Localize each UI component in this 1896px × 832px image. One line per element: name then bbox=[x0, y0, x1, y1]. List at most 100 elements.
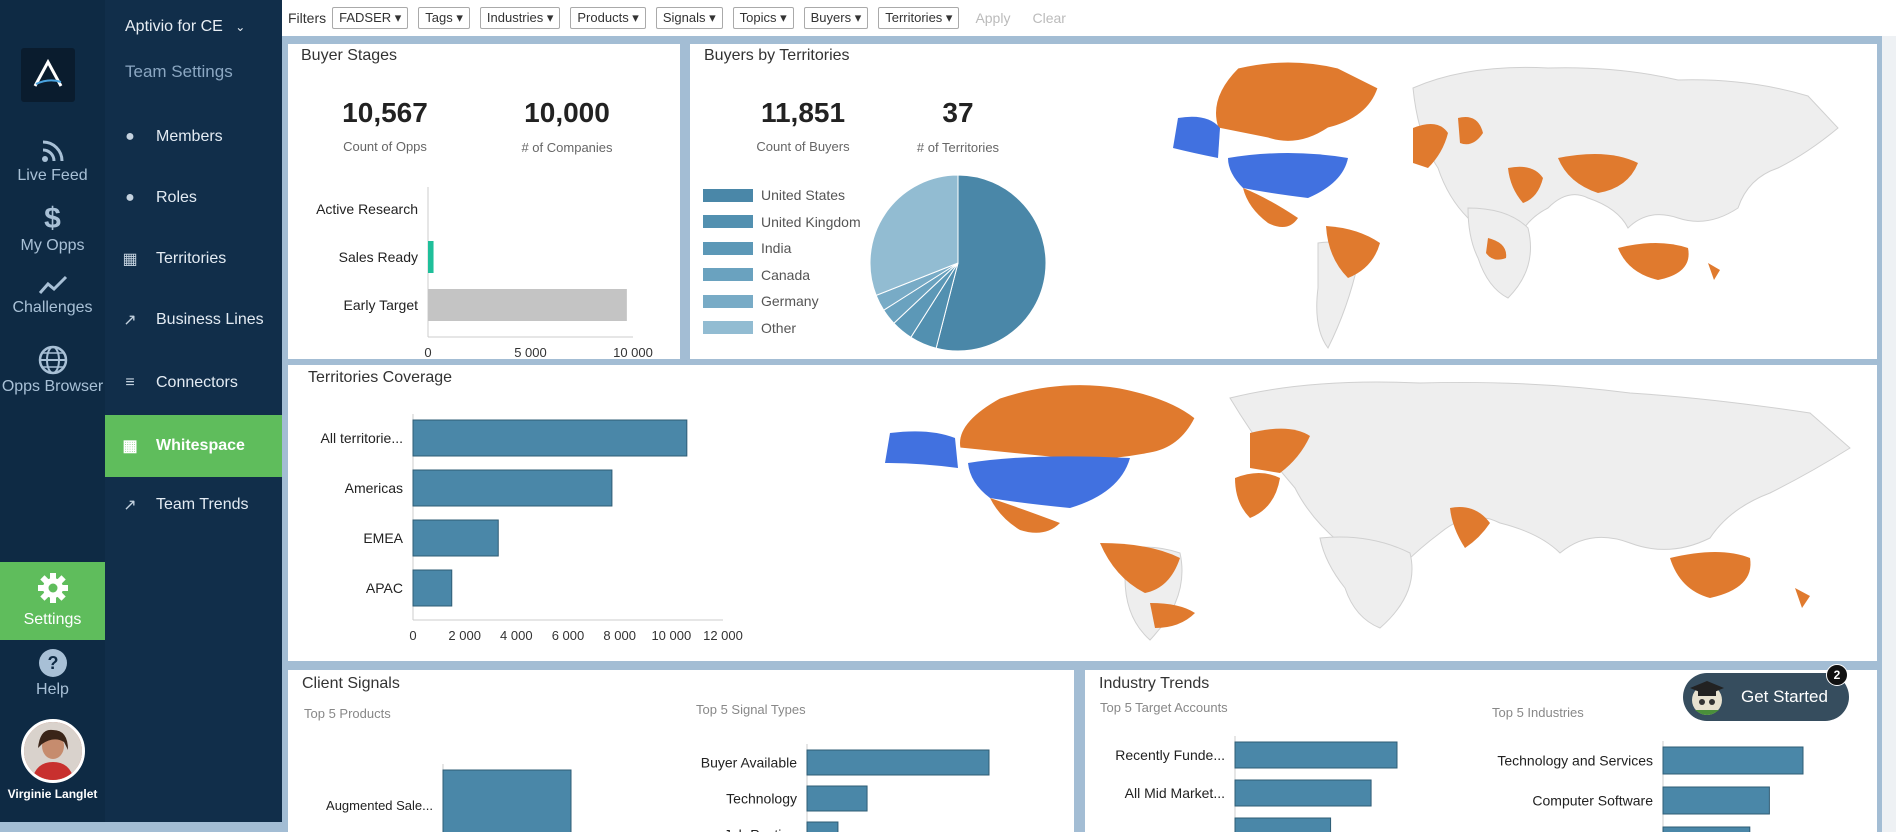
bar bbox=[412, 519, 499, 557]
person-icon: ● bbox=[125, 128, 135, 145]
bar-label: Sales Ready bbox=[339, 249, 418, 265]
card-title: Client Signals bbox=[302, 675, 400, 692]
clear-button[interactable]: Clear bbox=[1026, 8, 1072, 28]
settings-nav-panel: Aptivio for CE ⌄ Team Settings ● Members … bbox=[105, 0, 282, 822]
legend-label: United Kingdom bbox=[761, 213, 861, 230]
rail-label: Opps Browser bbox=[1, 378, 104, 395]
filter-buyers[interactable]: Buyers ▾ bbox=[803, 7, 869, 29]
legend-label: Other bbox=[761, 319, 797, 336]
top-target-accounts-chart: Recently Funde... All Mid Market... bbox=[1115, 736, 1398, 832]
kpi-label: # of Companies bbox=[521, 140, 613, 155]
bar-label: Buyer Available bbox=[701, 755, 797, 771]
nav-item-territories[interactable]: ▦ Territories bbox=[105, 228, 282, 290]
nav-item-team-trends[interactable]: ↗ Team Trends bbox=[105, 474, 282, 536]
rail-opps-browser[interactable]: Opps Browser bbox=[0, 344, 105, 395]
top-signal-types-chart: Buyer Available Technology Job Posting bbox=[701, 744, 990, 832]
nav-item-business-lines[interactable]: ↗ Business Lines bbox=[105, 289, 282, 351]
nav-item-whitespace[interactable]: ▦ Whitespace bbox=[105, 415, 282, 477]
help-icon: ? bbox=[38, 649, 67, 677]
map-icon: ▦ bbox=[122, 251, 138, 268]
trend-icon bbox=[38, 275, 67, 294]
bar bbox=[806, 785, 868, 812]
app-logo[interactable] bbox=[21, 48, 75, 102]
buyers-world-map bbox=[1148, 58, 1868, 356]
grid-icon: ▦ bbox=[122, 438, 138, 455]
user-name: Virginie Langlet bbox=[7, 787, 98, 801]
apply-button[interactable]: Apply bbox=[969, 8, 1017, 28]
pie-slice bbox=[935, 174, 1047, 352]
chevron-down-icon: ⌄ bbox=[235, 20, 246, 34]
rail-challenges[interactable]: Challenges bbox=[0, 274, 105, 316]
filter-fadser[interactable]: FADSER ▾ bbox=[332, 7, 409, 29]
buyers-pie-chart bbox=[869, 174, 1047, 352]
team-selector[interactable]: Aptivio for CE ⌄ bbox=[125, 18, 245, 36]
svg-text:?: ? bbox=[47, 653, 58, 673]
legend-swatch bbox=[703, 321, 753, 334]
bar bbox=[1234, 817, 1332, 832]
rail-label: Challenges bbox=[12, 299, 93, 316]
tick-label: 8 000 bbox=[603, 628, 636, 643]
nav-item-members[interactable]: ● Members bbox=[105, 106, 282, 168]
nav-label: Members bbox=[156, 128, 223, 145]
nav-label: Connectors bbox=[156, 374, 238, 391]
rail-my-opps[interactable]: $ My Opps bbox=[0, 204, 105, 254]
legend-item[interactable]: India bbox=[703, 240, 791, 256]
aptivio-logo-icon bbox=[33, 58, 63, 87]
bar bbox=[1234, 741, 1398, 769]
trend-icon: ↗ bbox=[123, 497, 137, 514]
tick-label: 12 000 bbox=[703, 628, 743, 643]
buyer-stages-chart: Active Research Sales Ready Early Target 0 5… bbox=[316, 187, 653, 359]
icon-rail: Live Feed $ My Opps Challenges Opps Brow… bbox=[0, 0, 105, 822]
page-scrollbar[interactable] bbox=[1882, 36, 1896, 832]
kpi-value: 11,851 bbox=[760, 97, 846, 128]
legend-item[interactable]: Other bbox=[703, 320, 796, 336]
legend-label: India bbox=[761, 240, 792, 256]
bar-label: Technology and Services bbox=[1497, 753, 1653, 769]
rail-live-feed[interactable]: Live Feed bbox=[0, 138, 105, 184]
gear-icon bbox=[37, 573, 68, 603]
filter-signals[interactable]: Signals ▾ bbox=[655, 7, 723, 29]
tick-label: 0 bbox=[424, 345, 431, 359]
legend-label: United States bbox=[761, 187, 846, 203]
legend-item[interactable]: United Kingdom bbox=[703, 214, 861, 230]
bar bbox=[1662, 786, 1770, 815]
legend-swatch bbox=[703, 215, 753, 228]
nav-item-connectors[interactable]: ≡ Connectors bbox=[105, 352, 282, 414]
nav-item-roles[interactable]: ● Roles bbox=[105, 167, 282, 229]
filter-tags[interactable]: Tags ▾ bbox=[418, 7, 470, 29]
bar bbox=[806, 821, 839, 832]
bar-label: Active Research bbox=[316, 201, 418, 217]
bar bbox=[442, 769, 572, 832]
user-profile[interactable]: Virginie Langlet bbox=[0, 715, 105, 801]
filter-topics[interactable]: Topics ▾ bbox=[732, 7, 794, 29]
top-products-chart: Augmented Sale... bbox=[326, 764, 572, 832]
bar-label: Job Posting bbox=[724, 827, 797, 832]
nav-label: Whitespace bbox=[156, 437, 245, 454]
bar-label: Augmented Sale... bbox=[326, 798, 433, 813]
filter-bar: Filters FADSER ▾ Tags ▾ Industries ▾ Pro… bbox=[282, 0, 1896, 36]
filter-industries[interactable]: Industries ▾ bbox=[479, 7, 561, 29]
legend-item[interactable]: Germany bbox=[703, 293, 819, 309]
filter-territories[interactable]: Territories ▾ bbox=[878, 7, 960, 29]
bar-label: Early Target bbox=[344, 297, 419, 313]
bar bbox=[1662, 746, 1804, 775]
filters-label: Filters bbox=[288, 10, 327, 26]
rail-help[interactable]: ? Help bbox=[0, 648, 105, 698]
subtitle: Top 5 Industries bbox=[1492, 705, 1584, 720]
nav-label: Team Trends bbox=[156, 496, 249, 513]
avatar bbox=[20, 719, 85, 783]
filter-products[interactable]: Products ▾ bbox=[570, 7, 646, 29]
nav-label: Business Lines bbox=[156, 311, 264, 328]
tick-label: 6 000 bbox=[552, 628, 585, 643]
rail-settings[interactable]: Settings bbox=[0, 562, 105, 640]
legend-label: Germany bbox=[761, 293, 819, 309]
tick-label: 5 000 bbox=[514, 345, 547, 359]
rail-label: Live Feed bbox=[17, 167, 88, 184]
legend-item[interactable]: United States bbox=[703, 187, 845, 203]
tick-label: 10 000 bbox=[613, 345, 653, 359]
kpi-label: Count of Buyers bbox=[756, 139, 850, 154]
kpi-value: 10,000 bbox=[524, 97, 610, 128]
nav-label: Territories bbox=[156, 250, 227, 267]
legend-item[interactable]: Canada bbox=[703, 267, 810, 283]
graduation-cap-icon bbox=[1690, 681, 1724, 715]
